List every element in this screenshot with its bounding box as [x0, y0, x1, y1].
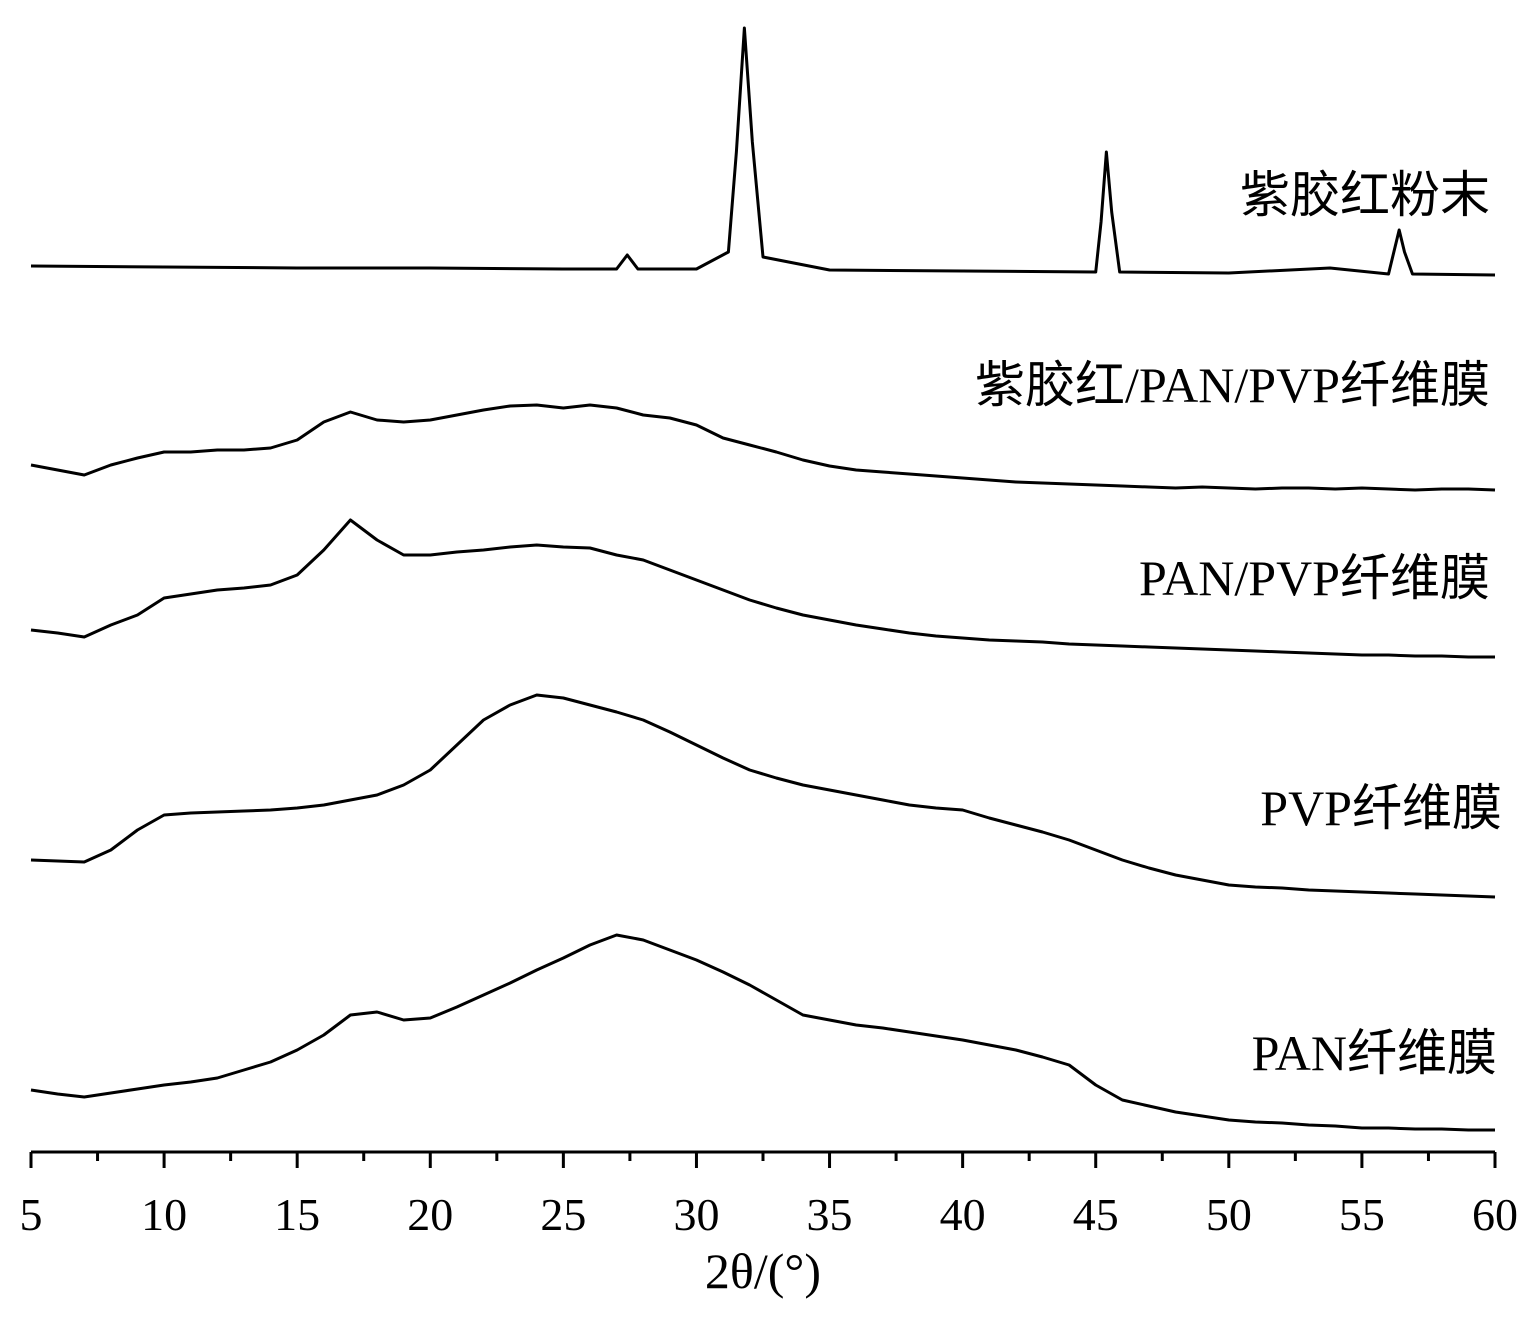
x-tick-label: 35: [807, 1189, 853, 1240]
x-tick-label: 10: [141, 1189, 187, 1240]
x-axis-label: 2θ/(°): [705, 1243, 821, 1299]
x-tick-label: 55: [1339, 1189, 1385, 1240]
xrd-line: [30, 26, 1496, 277]
x-tick-label: 25: [540, 1189, 586, 1240]
xrd-line: [30, 933, 1495, 1132]
series-label: PAN纤维膜: [1252, 1025, 1497, 1081]
series-label: 紫胶红/PAN/PVP纤维膜: [975, 357, 1490, 413]
x-tick-label: 15: [274, 1189, 320, 1240]
series-label: 紫胶红粉末: [1240, 167, 1490, 223]
series-label: PAN/PVP纤维膜: [1139, 550, 1490, 606]
x-tick-label: 40: [940, 1189, 986, 1240]
x-tick-label: 60: [1472, 1189, 1518, 1240]
x-tick-label: 30: [673, 1189, 719, 1240]
x-tick-label: 45: [1073, 1189, 1119, 1240]
x-tick-label: 20: [407, 1189, 453, 1240]
series-label: PVP纤维膜: [1260, 780, 1502, 836]
xrd-line: [30, 693, 1496, 899]
x-tick-label: 5: [20, 1189, 43, 1240]
xrd-line: [30, 403, 1496, 492]
x-tick-label: 50: [1206, 1189, 1252, 1240]
xrd-line: [30, 518, 1495, 659]
